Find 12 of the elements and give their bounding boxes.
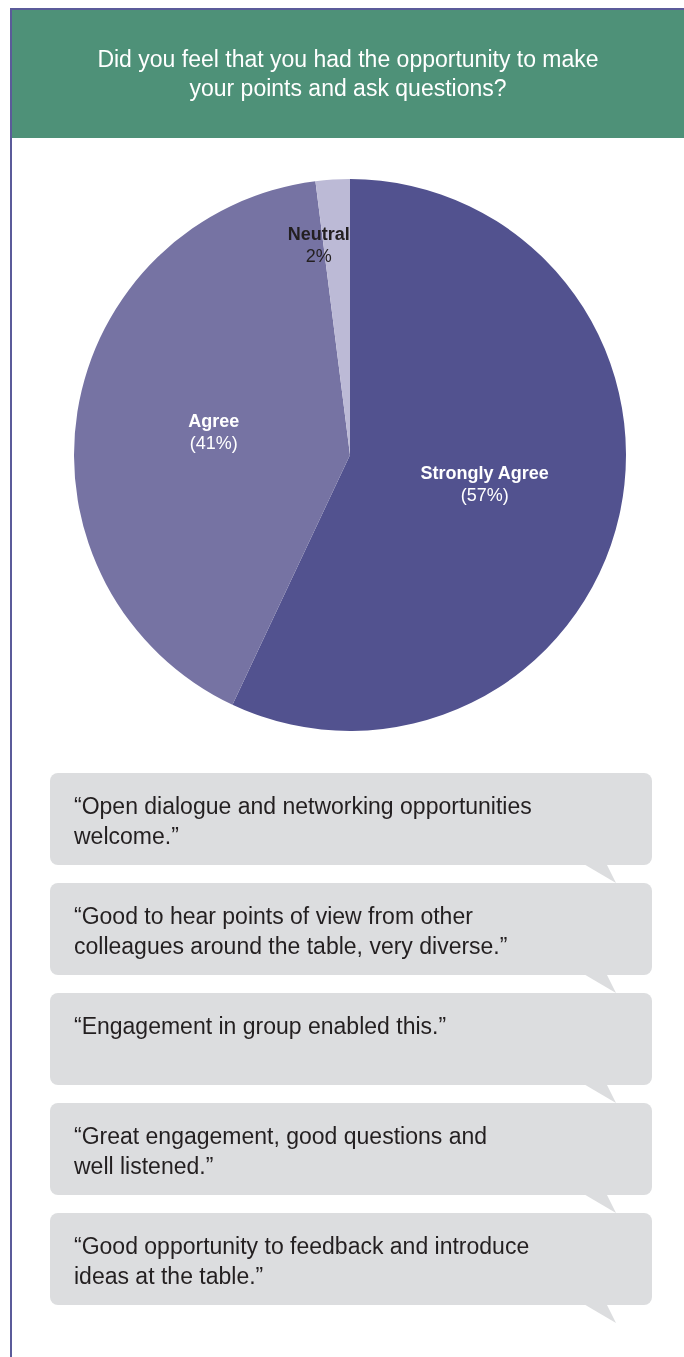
data-label: (41%) [189,433,238,454]
text: “Open dialogue and networking opportunities welcome.” [74,793,532,849]
slice-label: Strongly Agree [420,463,549,484]
text: “Good opportunity to feedback and introduce ideas at the table.” [74,1233,530,1289]
data-label: 2% [305,245,332,266]
data-label: (57%) [460,485,509,506]
text: “Great engagement, good questions and well listened.” [74,1123,488,1179]
text: “Engagement in group enabled this.” [74,1013,447,1039]
chart-title: Did you feel that you had the opportunity to make your points and ask questions? [12,10,684,138]
text: “Good to hear points of view from other colleagues around the table, very diverse.” [74,903,508,959]
slice-label: Neutral [287,223,350,244]
slice-label: Agree [188,411,240,432]
